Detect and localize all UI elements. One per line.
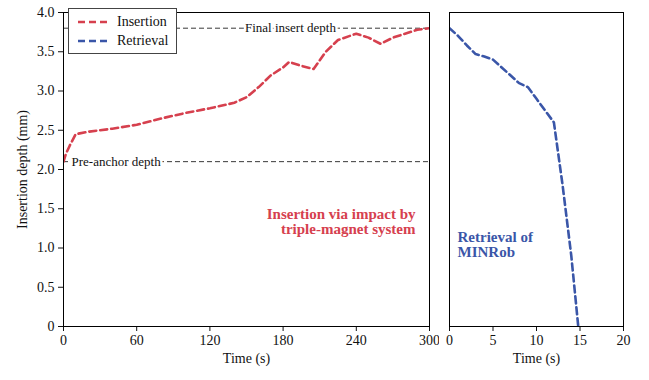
html-text:Retrieval: Retrieval xyxy=(117,32,169,48)
svg-text:2.5: 2.5 xyxy=(37,123,55,138)
svg-text:1.0: 1.0 xyxy=(37,240,55,255)
svg-text:120: 120 xyxy=(199,333,220,348)
svg-text:Time (s): Time (s) xyxy=(223,351,271,367)
svg-text:240: 240 xyxy=(346,333,367,348)
svg-text:Time (s): Time (s) xyxy=(513,351,561,367)
svg-text:Retrieval ofMINRob: Retrieval ofMINRob xyxy=(458,229,534,260)
html-text:Insertion: Insertion xyxy=(117,13,167,29)
svg-text:0.5: 0.5 xyxy=(37,280,55,295)
svg-text:60: 60 xyxy=(130,333,144,348)
svg-text:Insertion depth (mm): Insertion depth (mm) xyxy=(15,110,31,229)
svg-text:2.0: 2.0 xyxy=(37,162,55,177)
svg-text:1.5: 1.5 xyxy=(37,201,55,216)
svg-text:5: 5 xyxy=(490,333,497,348)
svg-text:Final insert depth: Final insert depth xyxy=(245,20,336,35)
svg-text:10: 10 xyxy=(530,333,544,348)
svg-text:4.0: 4.0 xyxy=(37,5,55,20)
svg-text:0: 0 xyxy=(446,333,453,348)
svg-text:Insertion via impact bytriple-: Insertion via impact bytriple-magnet sys… xyxy=(267,206,416,237)
svg-text:3.0: 3.0 xyxy=(37,83,55,98)
svg-text:3.5: 3.5 xyxy=(37,44,55,59)
svg-text:180: 180 xyxy=(273,333,294,348)
svg-text:300: 300 xyxy=(419,333,439,348)
svg-text:0: 0 xyxy=(60,333,67,348)
svg-text:Pre-anchor depth: Pre-anchor depth xyxy=(72,154,162,169)
svg-text:15: 15 xyxy=(573,333,587,348)
svg-text:0: 0 xyxy=(48,319,55,334)
svg-text:20: 20 xyxy=(617,333,631,348)
